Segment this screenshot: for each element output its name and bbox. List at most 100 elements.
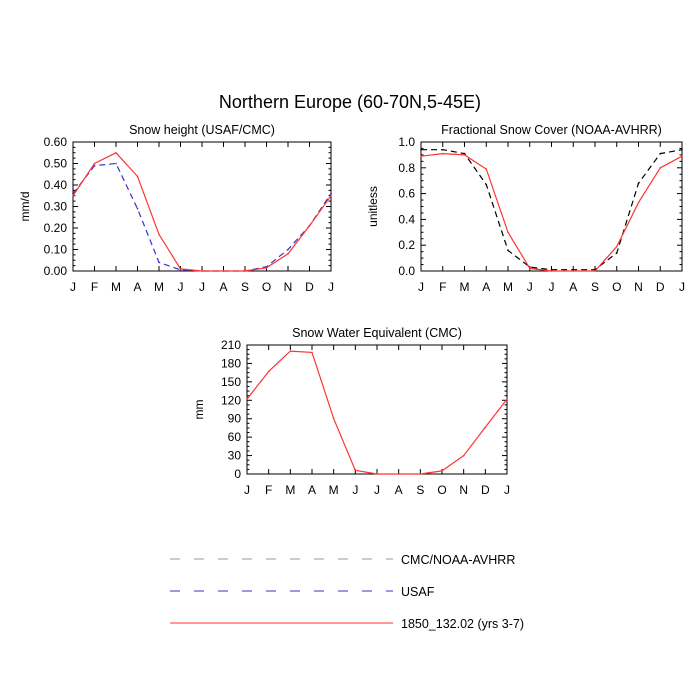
data-point <box>93 162 96 165</box>
chart-panel-1: Snow height (USAF/CMC) 0.00 0.10 0.20 0.30 0.… <box>18 123 334 294</box>
y-tick-label: 150 <box>221 375 241 389</box>
data-point <box>158 233 160 236</box>
x-tick-label: J <box>352 483 358 497</box>
y-tick-label: 0.40 <box>44 178 68 192</box>
chart-panel-3: Snow Water Equivalent (CMC) 0 30 60 90 120 150… <box>192 326 510 497</box>
x-tick-label: M <box>154 280 164 294</box>
y-tick-label: 1.0 <box>398 135 415 149</box>
data-point <box>681 148 683 151</box>
data-point <box>420 148 422 151</box>
x-tick-label: S <box>241 280 249 294</box>
x-tick-label: A <box>482 280 490 294</box>
x-tick-label: A <box>308 483 316 497</box>
data-point <box>93 164 96 167</box>
x-tick-label: A <box>219 280 227 294</box>
data-point <box>287 248 289 251</box>
data-point <box>354 469 357 472</box>
y-tick-label: 0.00 <box>44 264 68 278</box>
x-tick-label: O <box>437 483 446 497</box>
data-point <box>136 175 139 178</box>
data-point <box>311 351 313 354</box>
x-tick-label: S <box>591 280 599 294</box>
data-point <box>308 225 311 227</box>
x-tick-label: A <box>133 280 141 294</box>
data-point <box>462 454 465 457</box>
x-tick-label: N <box>634 280 643 294</box>
x-tick-label: M <box>329 483 339 497</box>
data-point <box>615 245 618 248</box>
x-tick-label: M <box>285 483 295 497</box>
y-tick-label: 0.30 <box>44 200 68 214</box>
y-axis-label: mm/d <box>18 192 32 222</box>
x-tick-label: J <box>328 280 334 294</box>
chart-panel-2: Fractional Snow Cover (NOAA-AVHRR) 0.0 0.2… <box>366 123 685 294</box>
data-point <box>659 152 662 155</box>
x-tick-label: O <box>262 280 271 294</box>
data-point <box>550 270 553 272</box>
data-point <box>484 426 487 429</box>
data-point <box>572 268 575 271</box>
x-tick-label: J <box>199 280 205 294</box>
legend-label: CMC/NOAA-AVHRR <box>401 553 515 567</box>
data-point <box>420 155 422 157</box>
data-point <box>485 168 488 170</box>
x-tick-label: F <box>439 280 446 294</box>
data-point <box>72 192 74 195</box>
y-tick-label: 0.2 <box>398 238 415 252</box>
x-tick-label: D <box>481 483 490 497</box>
x-tick-label: D <box>305 280 314 294</box>
data-point <box>507 249 509 252</box>
plot-frame <box>420 141 683 272</box>
data-point <box>267 370 270 373</box>
legend-label: 1850_132.02 (yrs 3-7) <box>401 617 524 631</box>
x-tick-label: D <box>656 280 665 294</box>
y-tick-label: 60 <box>228 430 242 444</box>
x-tick-label: N <box>459 483 468 497</box>
plot-frame <box>72 141 332 272</box>
data-point <box>506 398 508 400</box>
data-point <box>201 270 203 272</box>
x-tick-label: J <box>418 280 424 294</box>
series-line-1850-132-02-yrs-3-7- <box>72 152 332 272</box>
data-point <box>287 253 289 255</box>
data-point <box>244 270 246 272</box>
y-axis-label: mm <box>192 400 206 420</box>
data-point <box>463 154 466 156</box>
y-tick-label: 90 <box>228 412 242 426</box>
data-point <box>528 267 531 270</box>
data-point <box>397 473 400 475</box>
data-point <box>136 207 139 210</box>
y-tick-label: 210 <box>221 338 241 352</box>
y-tick-label: 120 <box>221 393 241 407</box>
data-point <box>637 182 640 185</box>
y-tick-label: 0.10 <box>44 243 68 257</box>
series-line-1850-132-02-yrs-3-7- <box>420 152 683 272</box>
x-tick-label: F <box>265 483 272 497</box>
y-tick-label: 0.20 <box>44 221 68 235</box>
data-point <box>265 266 268 269</box>
panels: Snow height (USAF/CMC)0.000.100.200.300.… <box>18 123 685 497</box>
x-tick-label: M <box>111 280 121 294</box>
data-point <box>485 183 488 186</box>
data-point <box>115 151 117 154</box>
y-tick-label: 0 <box>234 467 241 481</box>
data-point <box>659 167 662 169</box>
x-tick-label: M <box>460 280 470 294</box>
data-point <box>441 148 444 151</box>
series-line-usaf <box>72 162 332 272</box>
chart-title: Snow Water Equivalent (CMC) <box>292 326 462 340</box>
legend-label: USAF <box>401 585 435 599</box>
x-tick-label: M <box>503 280 513 294</box>
x-tick-label: J <box>178 280 184 294</box>
y-tick-label: 30 <box>228 449 242 463</box>
data-point <box>72 194 74 197</box>
y-tick-label: 0.50 <box>44 157 68 171</box>
data-point <box>158 261 160 264</box>
chart-title: Fractional Snow Cover (NOAA-AVHRR) <box>441 123 662 137</box>
data-point <box>594 270 596 272</box>
figure-title: Northern Europe (60-70N,5-45E) <box>219 92 481 112</box>
chart-title: Snow height (USAF/CMC) <box>129 123 275 137</box>
data-point <box>637 201 640 204</box>
data-point <box>376 473 378 475</box>
